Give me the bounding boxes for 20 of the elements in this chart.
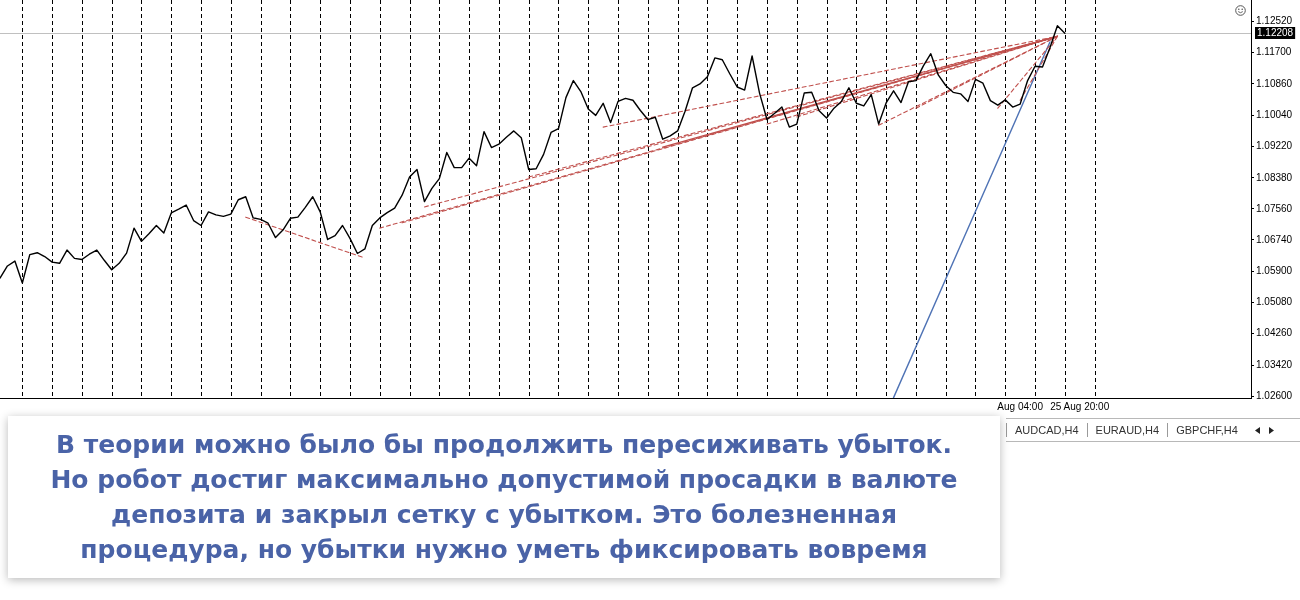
y-tick-label: 1.12520: [1256, 14, 1293, 26]
y-tick-label: 1.05080: [1256, 296, 1293, 308]
y-tick-label: 1.03420: [1256, 359, 1293, 371]
y-tick-label: 1.08380: [1256, 171, 1293, 183]
y-tick-label: 1.10860: [1256, 77, 1293, 89]
y-tick-label: 1.10040: [1256, 108, 1293, 120]
y-tick-label: 1.06740: [1256, 233, 1293, 245]
y-tick-label: 1.07560: [1256, 202, 1293, 214]
text: В теории можно было бы продолжить пересиживать убыток. Но робот достиг максимально допустимой просадки в валюте депозита и закрыл сетку с убытком. Это болезненная процедура, но убытки нужно уметь фиксировать вовремя: [50, 429, 958, 566]
text: EURAUD,H4: [1086, 423, 1168, 437]
ref-line-label: 1.12208: [1257, 26, 1294, 38]
text: AUDCAD,H4: [1006, 423, 1087, 437]
x-tick-label: Aug 04:00: [997, 400, 1044, 412]
y-tick-label: 1.04260: [1256, 327, 1293, 339]
text: GBPCHF,H4: [1167, 423, 1246, 437]
y-tick-label: 1.09220: [1256, 139, 1293, 151]
y-tick-label: 1.02600: [1256, 390, 1293, 402]
x-tick-label: 25 Aug 20:00: [1050, 400, 1110, 412]
y-tick-label: 1.05900: [1256, 265, 1293, 277]
y-tick-label: 1.11700: [1256, 45, 1292, 57]
